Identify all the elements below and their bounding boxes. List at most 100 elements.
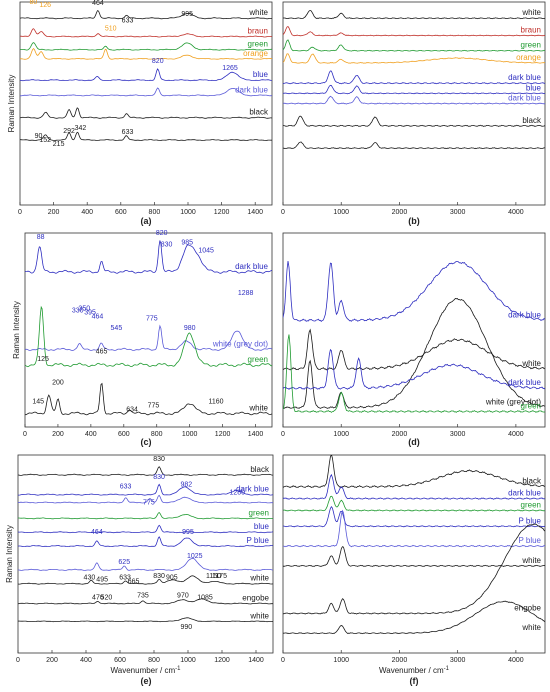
peak-label: 775 [143, 500, 155, 507]
x-tick-label: 4000 [508, 431, 524, 438]
peak-label: 145 [32, 399, 44, 406]
plot-frame [24, 232, 273, 428]
series-label: black [522, 477, 542, 486]
peak-label: 215 [53, 141, 65, 148]
series-label: engobe [514, 603, 541, 612]
panel-caption: (d) [408, 437, 420, 447]
series-label: black [522, 116, 542, 125]
plot-frame [282, 232, 546, 428]
peak-label: 510 [105, 25, 117, 32]
series-line [25, 382, 272, 416]
series-line [20, 131, 272, 141]
plot-frame [17, 454, 274, 654]
series-line [18, 575, 273, 585]
peak-label: 1085 [197, 595, 213, 602]
x-tick-label: 2000 [392, 431, 408, 438]
x-axis-label: Wavenumber / cm-1 [111, 666, 182, 675]
series-label: dark blue [508, 489, 541, 498]
panel-a: 0 200 400 600 800 1000 1200 1400 white braun green… [7, 0, 273, 226]
series-line [20, 10, 272, 20]
series-line [283, 334, 545, 413]
peak-label: 292 [63, 128, 75, 135]
x-tick-label: 0 [281, 657, 285, 664]
series-line [18, 524, 273, 534]
series-label: white [521, 359, 541, 368]
y-axis-label: Raman Intensity [7, 75, 16, 133]
peak-label: 80 [30, 0, 38, 6]
panel-f: 0 1000 2000 3000 4000 black dark blue green P bl… [281, 454, 546, 686]
series-line [283, 455, 545, 489]
series-line [25, 240, 272, 274]
peak-label: 126 [39, 2, 51, 9]
series-label: P blue [518, 536, 541, 545]
series-label: white (grey dot) [485, 398, 541, 407]
series-line [283, 600, 545, 635]
x-axis-label-superscript: -1 [444, 666, 450, 672]
peak-label: 464 [91, 529, 103, 536]
series-line [18, 483, 273, 496]
peak-label: 545 [111, 325, 123, 332]
x-tick-label: 4000 [508, 657, 524, 664]
peak-label: 905 [166, 575, 178, 582]
x-tick-label: 400 [85, 431, 97, 438]
peak-label: 395 [84, 309, 96, 316]
series-line [25, 305, 272, 368]
peak-label: 990 [180, 624, 192, 631]
x-tick-label: 400 [81, 209, 93, 216]
peak-label: 633 [119, 575, 131, 582]
series-line [283, 9, 545, 20]
x-tick-label: 600 [118, 431, 130, 438]
series-line [18, 466, 273, 476]
series-group [25, 240, 272, 416]
series-line [283, 115, 545, 127]
series-line [283, 523, 545, 615]
series-label: green [248, 355, 268, 364]
series-line [283, 70, 545, 85]
series-label: white [521, 556, 541, 565]
series-line [20, 42, 272, 51]
peak-label: 342 [75, 125, 87, 132]
x-tick-label: 0 [281, 431, 285, 438]
peak-label: 970 [177, 593, 189, 600]
series-label: white [249, 611, 269, 620]
series-label: dark blue [508, 94, 541, 103]
series-line [283, 348, 545, 390]
x-tick-label: 1400 [247, 209, 263, 216]
peak-label: 464 [92, 0, 104, 7]
series-group [283, 9, 545, 150]
peak-label: 125 [37, 356, 49, 363]
series-label: black [249, 108, 269, 117]
peak-label: 775 [146, 315, 158, 322]
peak-label: 1150 [206, 573, 221, 580]
series-label: black [250, 465, 270, 474]
x-tick-label: 2000 [392, 209, 408, 216]
peak-label: 820 [152, 58, 164, 65]
series-line [20, 87, 272, 97]
peak-label: 830 [153, 474, 165, 481]
series-label: dark blue [236, 485, 269, 494]
x-tick-label: 800 [149, 209, 161, 216]
series-line [20, 68, 272, 82]
series-group [20, 10, 272, 141]
peak-label: 820 [156, 230, 168, 237]
series-line [283, 39, 545, 52]
series-line [20, 48, 272, 60]
x-tick-label: 200 [48, 209, 60, 216]
x-tick-label: 600 [115, 209, 127, 216]
panel-d: 0 1000 2000 3000 4000 dark blue white (grey do… [281, 232, 546, 447]
x-tick-label: 200 [46, 657, 58, 664]
panel-caption: (c) [141, 437, 152, 447]
peak-label: 775 [148, 403, 160, 410]
series-line [18, 617, 273, 623]
panel-caption: (b) [408, 216, 420, 226]
x-tick-label: 400 [80, 657, 92, 664]
panel-caption: (e) [141, 676, 152, 686]
panel-caption: (f) [410, 676, 419, 686]
peak-label: 90 [35, 133, 43, 140]
series-label: dark blue [508, 310, 541, 319]
x-tick-label: 1200 [214, 209, 230, 216]
series-label: white [521, 623, 541, 632]
x-tick-label: 0 [281, 209, 285, 216]
series-line [18, 494, 273, 504]
